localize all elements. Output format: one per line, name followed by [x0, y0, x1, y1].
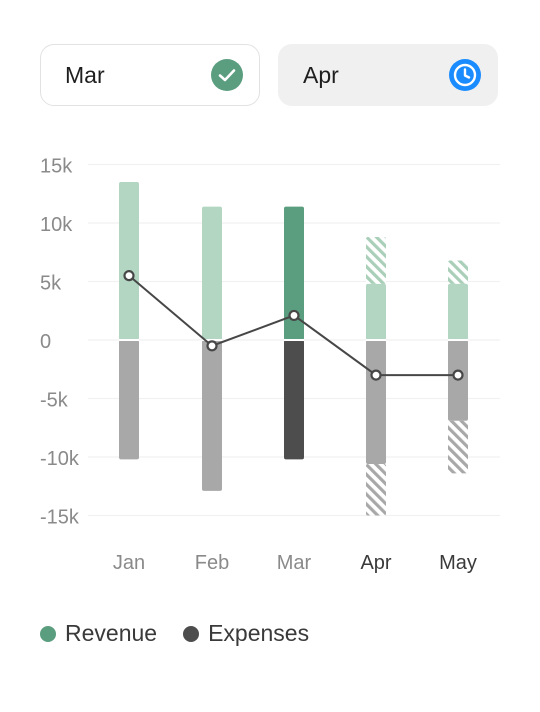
from-month-label: Mar	[65, 61, 105, 88]
bar-expenses[interactable]	[119, 340, 139, 460]
bar-revenue[interactable]	[366, 283, 386, 340]
bar-revenue[interactable]	[284, 206, 304, 340]
legend-swatch-revenue	[40, 625, 56, 642]
clock-icon	[449, 59, 481, 91]
legend-label-expenses: Expenses	[208, 620, 310, 646]
bar-revenue[interactable]	[202, 206, 222, 340]
net-point[interactable]	[123, 270, 135, 282]
net-point[interactable]	[452, 369, 464, 381]
y-tick-label: 5k	[40, 273, 62, 295]
x-tick-label: Feb	[195, 552, 229, 574]
legend-item-revenue[interactable]: Revenue	[40, 620, 157, 647]
legend-label-revenue: Revenue	[65, 620, 158, 646]
bar-expenses-projected[interactable]	[448, 420, 468, 474]
bar-revenue-projected[interactable]	[448, 260, 468, 284]
x-tick-label: Apr	[360, 552, 391, 574]
from-month-selector[interactable]: Mar	[40, 44, 260, 106]
revenue-expenses-chart: 15k 10k 5k 0 -5k -10k -15k Jan Feb Mar Apr May	[40, 156, 500, 574]
chart-legend: Revenue Expenses	[40, 620, 309, 647]
y-tick-label: 0	[40, 331, 51, 353]
net-point[interactable]	[288, 309, 300, 322]
bar-expenses[interactable]	[284, 340, 304, 460]
check-circle-icon	[211, 59, 243, 91]
y-tick-label: 15k	[40, 156, 73, 178]
bar-revenue[interactable]	[119, 182, 139, 340]
bar-expenses[interactable]	[202, 340, 222, 491]
y-tick-label: -10k	[40, 448, 80, 470]
x-tick-label: Jan	[113, 552, 145, 574]
to-month-label: Apr	[303, 61, 339, 88]
bar-revenue-projected[interactable]	[366, 237, 386, 284]
net-point[interactable]	[370, 369, 382, 381]
legend-swatch-expenses	[183, 625, 200, 642]
to-month-selector[interactable]: Apr	[278, 44, 498, 106]
net-point[interactable]	[206, 340, 218, 352]
bar-expenses[interactable]	[366, 340, 386, 465]
y-tick-label: -15k	[40, 507, 80, 529]
x-tick-label: May	[439, 552, 477, 574]
bar-revenue[interactable]	[448, 283, 468, 340]
bar-expenses-projected[interactable]	[366, 464, 386, 516]
y-tick-label: -5k	[40, 390, 69, 412]
y-tick-label: 10k	[40, 214, 73, 236]
x-tick-label: Mar	[277, 552, 312, 574]
legend-item-expenses[interactable]: Expenses	[183, 620, 309, 647]
